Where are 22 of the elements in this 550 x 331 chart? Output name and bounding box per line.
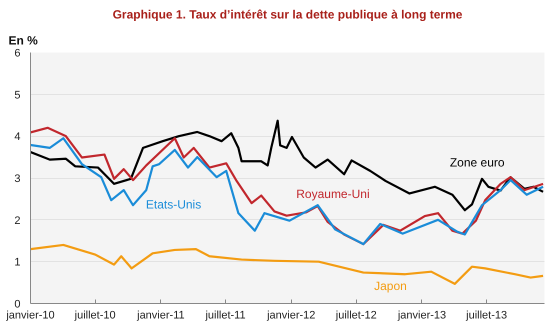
y-tick-label: 0 [14, 298, 21, 310]
y-axis-title: En % [8, 34, 38, 48]
series-label: Zone euro [450, 156, 505, 170]
x-tick-label: janvier-13 [396, 310, 446, 322]
y-tick-label: 2 [14, 214, 21, 227]
y-tick-label: 4 [14, 131, 21, 144]
series-label: Etats-Unis [146, 197, 202, 212]
x-tick-label: juillet-11 [204, 310, 246, 322]
x-tick-label: juillet-13 [465, 310, 508, 322]
series-label: Japon [374, 279, 407, 294]
x-tick-label: janvier-11 [136, 310, 185, 322]
line-series [30, 120, 544, 212]
x-tick-label: juillet-10 [74, 310, 116, 322]
y-tick-label: 1 [14, 256, 21, 269]
chart-title: Graphique 1. Taux d’intérêt sur la dette publique à long terme [112, 8, 463, 22]
x-tick-label: janvier-10 [5, 310, 55, 322]
y-tick-label: 6 [14, 48, 21, 60]
y-tick-label: 5 [14, 89, 21, 102]
series-label: Royaume-Uni [296, 187, 370, 202]
y-tick-label: 3 [14, 173, 21, 185]
x-tick-label: janvier-12 [266, 310, 316, 322]
x-tick-label: juillet-12 [334, 310, 377, 322]
